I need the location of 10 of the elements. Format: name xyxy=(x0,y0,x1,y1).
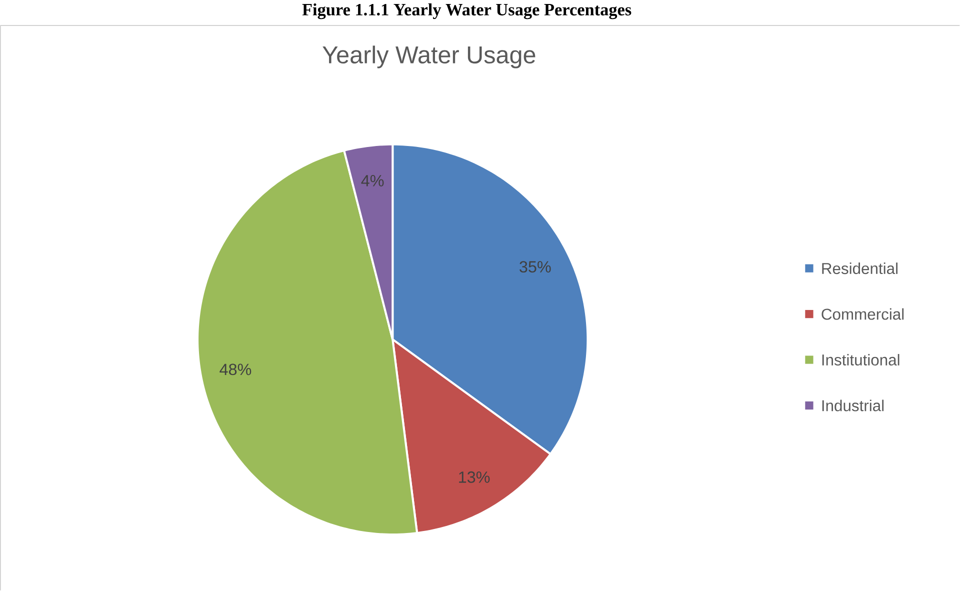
chart-title: Yearly Water Usage xyxy=(322,46,536,68)
legend-label: Commercial xyxy=(822,308,904,320)
legend-label: Industrial xyxy=(822,400,884,412)
data-label: 48% xyxy=(220,364,252,376)
data-label: 35% xyxy=(520,261,551,273)
caption: Figure 1.1.1 Yearly Water Usage Percentages xyxy=(302,3,632,20)
data-label: 4% xyxy=(361,175,384,186)
legend-label: Residential xyxy=(822,262,898,274)
legend-label: Institutional xyxy=(822,354,900,366)
data-label: 13% xyxy=(459,471,490,483)
